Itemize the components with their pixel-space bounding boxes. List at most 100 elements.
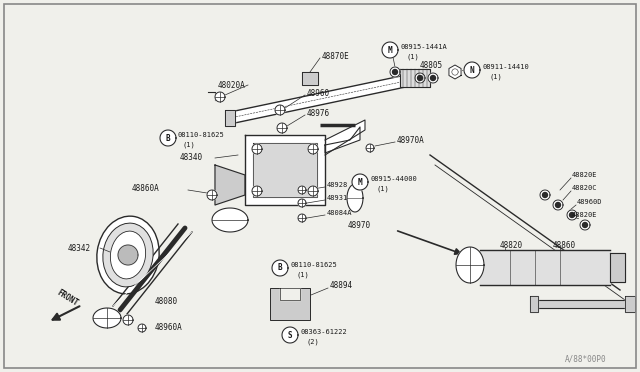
Text: 48860: 48860 — [553, 241, 576, 250]
Polygon shape — [570, 212, 575, 218]
Polygon shape — [325, 120, 365, 155]
Polygon shape — [302, 72, 318, 85]
Polygon shape — [428, 73, 438, 83]
Polygon shape — [275, 105, 285, 115]
Polygon shape — [308, 144, 318, 154]
Polygon shape — [215, 165, 245, 205]
Text: FRONT: FRONT — [55, 288, 79, 308]
Polygon shape — [282, 327, 298, 343]
Text: 48960D: 48960D — [577, 199, 602, 205]
Polygon shape — [160, 130, 176, 146]
Text: (1): (1) — [297, 272, 310, 278]
Text: 08915-44000: 08915-44000 — [371, 176, 418, 182]
Polygon shape — [580, 220, 590, 230]
Polygon shape — [431, 76, 435, 80]
Polygon shape — [230, 72, 420, 124]
Text: 48970: 48970 — [348, 221, 371, 230]
FancyBboxPatch shape — [270, 288, 310, 320]
Text: (2): (2) — [307, 339, 320, 345]
Polygon shape — [417, 76, 422, 80]
Text: 48820C: 48820C — [572, 185, 598, 191]
Polygon shape — [298, 199, 306, 207]
Polygon shape — [540, 190, 550, 200]
Text: 48080: 48080 — [155, 298, 178, 307]
Polygon shape — [456, 247, 484, 283]
Text: 48931: 48931 — [327, 195, 348, 201]
Text: 08911-14410: 08911-14410 — [483, 64, 530, 70]
Polygon shape — [272, 260, 288, 276]
Polygon shape — [245, 135, 325, 205]
Polygon shape — [464, 62, 480, 78]
Text: 48970A: 48970A — [397, 135, 425, 144]
Polygon shape — [123, 315, 133, 325]
Text: 48820: 48820 — [500, 241, 523, 250]
Ellipse shape — [103, 223, 153, 287]
Polygon shape — [277, 123, 287, 133]
Text: 48820E: 48820E — [572, 172, 598, 178]
Text: 48860A: 48860A — [132, 183, 160, 192]
Polygon shape — [347, 184, 363, 212]
Text: 48820E: 48820E — [572, 212, 598, 218]
Text: 48020A: 48020A — [218, 80, 246, 90]
Text: 48805: 48805 — [420, 61, 443, 70]
Polygon shape — [582, 222, 588, 228]
Text: 48894: 48894 — [330, 282, 353, 291]
Text: 08363-61222: 08363-61222 — [301, 329, 348, 335]
Ellipse shape — [97, 216, 159, 294]
Polygon shape — [543, 192, 547, 198]
Polygon shape — [207, 190, 217, 200]
Text: 08110-81625: 08110-81625 — [178, 132, 225, 138]
Text: (1): (1) — [490, 74, 503, 80]
Polygon shape — [225, 110, 235, 126]
Text: 08110-81625: 08110-81625 — [291, 262, 338, 268]
Text: 48928: 48928 — [327, 182, 348, 188]
Polygon shape — [556, 202, 561, 208]
Polygon shape — [449, 65, 461, 79]
Text: (1): (1) — [377, 186, 390, 192]
Text: A/88*00P0: A/88*00P0 — [565, 355, 607, 364]
Text: S: S — [288, 330, 292, 340]
Polygon shape — [298, 186, 306, 194]
Polygon shape — [252, 144, 262, 154]
Text: 08915-1441A: 08915-1441A — [401, 44, 448, 50]
Text: N: N — [470, 65, 474, 74]
Polygon shape — [352, 174, 368, 190]
Polygon shape — [253, 143, 317, 197]
Polygon shape — [553, 200, 563, 210]
Polygon shape — [480, 250, 610, 285]
Polygon shape — [415, 73, 425, 83]
Polygon shape — [93, 308, 121, 328]
Polygon shape — [212, 208, 248, 232]
Polygon shape — [610, 253, 625, 282]
Polygon shape — [138, 324, 146, 332]
Polygon shape — [118, 245, 138, 265]
Text: B: B — [278, 263, 282, 273]
Polygon shape — [390, 67, 400, 77]
Text: M: M — [358, 177, 362, 186]
Text: M: M — [388, 45, 392, 55]
Text: B: B — [166, 134, 170, 142]
Polygon shape — [252, 186, 262, 196]
Polygon shape — [280, 288, 300, 300]
Ellipse shape — [110, 231, 146, 279]
Text: 48340: 48340 — [180, 153, 203, 161]
Polygon shape — [382, 42, 398, 58]
Polygon shape — [535, 300, 630, 308]
Polygon shape — [400, 69, 430, 87]
Polygon shape — [392, 70, 397, 74]
Polygon shape — [325, 127, 360, 153]
Polygon shape — [215, 92, 225, 102]
Text: 48342: 48342 — [68, 244, 91, 253]
Text: 48870E: 48870E — [322, 51, 349, 61]
Polygon shape — [625, 296, 635, 312]
Text: 48084A: 48084A — [327, 210, 353, 216]
Polygon shape — [567, 210, 577, 220]
Text: (1): (1) — [407, 54, 420, 60]
Text: (1): (1) — [183, 142, 196, 148]
Text: 48960: 48960 — [307, 89, 330, 97]
Polygon shape — [366, 144, 374, 152]
Polygon shape — [530, 296, 538, 312]
Text: 48976: 48976 — [307, 109, 330, 118]
Polygon shape — [308, 186, 318, 196]
Polygon shape — [298, 214, 306, 222]
